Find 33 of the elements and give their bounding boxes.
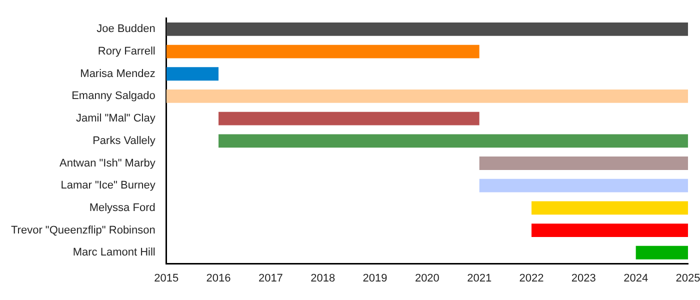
x-tick-label: 2025 — [676, 272, 700, 284]
y-tick-label: Emanny Salgado — [72, 90, 156, 102]
x-tick-label: 2021 — [467, 272, 492, 284]
y-tick-label: Trevor "Queenzflip" Robinson — [11, 224, 156, 236]
y-tick-label: Antwan "Ish" Marby — [60, 157, 156, 170]
bar — [479, 156, 688, 170]
x-tick-label: 2017 — [258, 272, 283, 284]
bar — [166, 90, 688, 103]
x-tick-label: 2015 — [154, 272, 179, 284]
bar — [166, 44, 480, 58]
x-tick-label: 2020 — [414, 272, 440, 284]
bar — [636, 246, 688, 260]
y-tick-label: Parks Vallely — [92, 134, 156, 147]
bar — [532, 224, 688, 237]
y-tick-label: Marc Lamont Hill — [72, 246, 156, 259]
y-tick-label: Joe Budden — [96, 23, 156, 36]
bar — [218, 134, 688, 148]
x-tick-label: 2018 — [310, 272, 336, 284]
bar — [532, 201, 688, 215]
y-tick-label: Lamar "Ice" Burney — [60, 180, 156, 192]
y-tick-label: Jamil "Mal" Clay — [76, 112, 156, 125]
x-tick-label: 2023 — [571, 272, 596, 284]
y-tick-label: Marisa Mendez — [80, 68, 156, 80]
x-tick-label: 2019 — [362, 272, 388, 284]
y-tick-label: Melyssa Ford — [89, 202, 156, 214]
x-tick-label: 2016 — [206, 272, 231, 284]
bar — [218, 112, 480, 126]
x-tick-label: 2024 — [624, 272, 648, 284]
x-tick-label: 2022 — [519, 272, 544, 284]
bar — [166, 67, 219, 81]
bar — [479, 178, 688, 192]
bar — [166, 22, 688, 36]
y-tick-label: Rory Farrell — [98, 46, 156, 58]
